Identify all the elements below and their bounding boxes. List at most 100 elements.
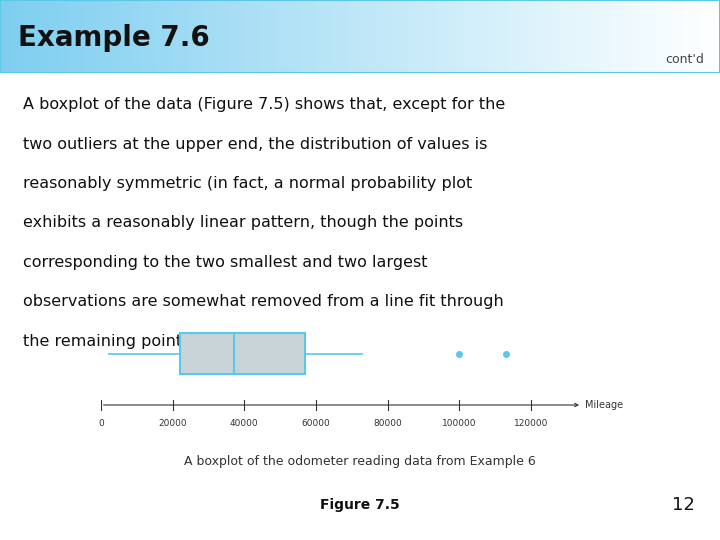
Bar	[317, 0, 320, 73]
Bar	[256, 0, 259, 73]
Bar	[367, 0, 371, 73]
Bar	[421, 0, 425, 73]
Bar	[360, 0, 364, 73]
Bar	[594, 0, 598, 73]
Bar	[14, 0, 18, 73]
Bar	[353, 0, 356, 73]
Bar	[97, 0, 101, 73]
Bar	[108, 0, 112, 73]
Bar	[497, 0, 500, 73]
Bar	[328, 0, 331, 73]
Text: 20000: 20000	[158, 419, 187, 428]
Bar	[371, 0, 374, 73]
Bar	[580, 0, 583, 73]
Bar	[695, 0, 698, 73]
Bar	[590, 0, 594, 73]
Bar	[601, 0, 605, 73]
Bar	[389, 0, 392, 73]
Bar	[468, 0, 472, 73]
Bar	[572, 0, 576, 73]
FancyArrowPatch shape	[104, 403, 578, 407]
Text: observations are somewhat removed from a line fit through: observations are somewhat removed from a…	[23, 294, 504, 309]
Bar	[666, 0, 670, 73]
Bar	[90, 0, 94, 73]
Bar	[83, 0, 86, 73]
Bar	[608, 0, 612, 73]
Bar	[713, 0, 716, 73]
Bar	[407, 0, 410, 73]
Bar	[623, 0, 626, 73]
Bar	[180, 0, 184, 73]
Bar	[637, 0, 641, 73]
Bar	[554, 0, 558, 73]
Bar	[25, 0, 29, 73]
Bar	[583, 0, 587, 73]
Bar	[234, 0, 238, 73]
Bar	[306, 0, 310, 73]
Bar	[410, 0, 414, 73]
Bar	[486, 0, 490, 73]
Bar	[68, 0, 72, 73]
Bar	[22, 0, 25, 73]
Bar	[511, 0, 515, 73]
Bar	[230, 0, 234, 73]
Bar	[11, 0, 14, 73]
Bar	[18, 0, 22, 73]
Bar	[335, 0, 338, 73]
Bar	[392, 0, 396, 73]
Bar	[187, 0, 191, 73]
Bar	[504, 0, 508, 73]
Bar	[36, 0, 40, 73]
Text: two outliers at the upper end, the distribution of values is: two outliers at the upper end, the distr…	[23, 137, 487, 152]
Bar	[378, 0, 382, 73]
Bar	[238, 0, 241, 73]
Bar	[76, 0, 79, 73]
Bar	[508, 0, 511, 73]
Text: Figure 7.5: Figure 7.5	[320, 498, 400, 512]
Bar	[54, 0, 58, 73]
Bar	[104, 0, 108, 73]
Bar	[191, 0, 194, 73]
Bar	[472, 0, 475, 73]
Bar	[220, 0, 223, 73]
Bar	[529, 0, 533, 73]
Bar	[551, 0, 554, 73]
Bar	[414, 0, 418, 73]
Bar	[119, 0, 122, 73]
Bar	[673, 0, 677, 73]
Bar	[313, 0, 317, 73]
Bar	[425, 0, 428, 73]
Text: 40000: 40000	[230, 419, 258, 428]
Bar	[4, 0, 7, 73]
Bar	[176, 0, 180, 73]
Bar	[180, 333, 305, 374]
Bar	[641, 0, 644, 73]
Bar	[40, 0, 43, 73]
Bar	[680, 0, 684, 73]
Bar	[662, 0, 666, 73]
Bar	[288, 0, 292, 73]
Bar	[659, 0, 662, 73]
Bar	[166, 0, 169, 73]
Bar	[428, 0, 432, 73]
Bar	[342, 0, 346, 73]
Text: A boxplot of the data (Figure 7.5) shows that, except for the: A boxplot of the data (Figure 7.5) shows…	[23, 97, 505, 112]
Bar	[716, 0, 720, 73]
Bar	[212, 0, 216, 73]
Bar	[126, 0, 130, 73]
Bar	[374, 0, 378, 73]
Bar	[587, 0, 590, 73]
Bar	[292, 0, 295, 73]
Bar	[241, 0, 245, 73]
Bar	[536, 0, 540, 73]
Bar	[565, 0, 569, 73]
Bar	[198, 0, 202, 73]
Bar	[644, 0, 648, 73]
Bar	[385, 0, 389, 73]
Bar	[540, 0, 544, 73]
Bar	[677, 0, 680, 73]
Bar	[299, 0, 302, 73]
Bar	[709, 0, 713, 73]
Bar	[331, 0, 335, 73]
Bar	[7, 0, 11, 73]
